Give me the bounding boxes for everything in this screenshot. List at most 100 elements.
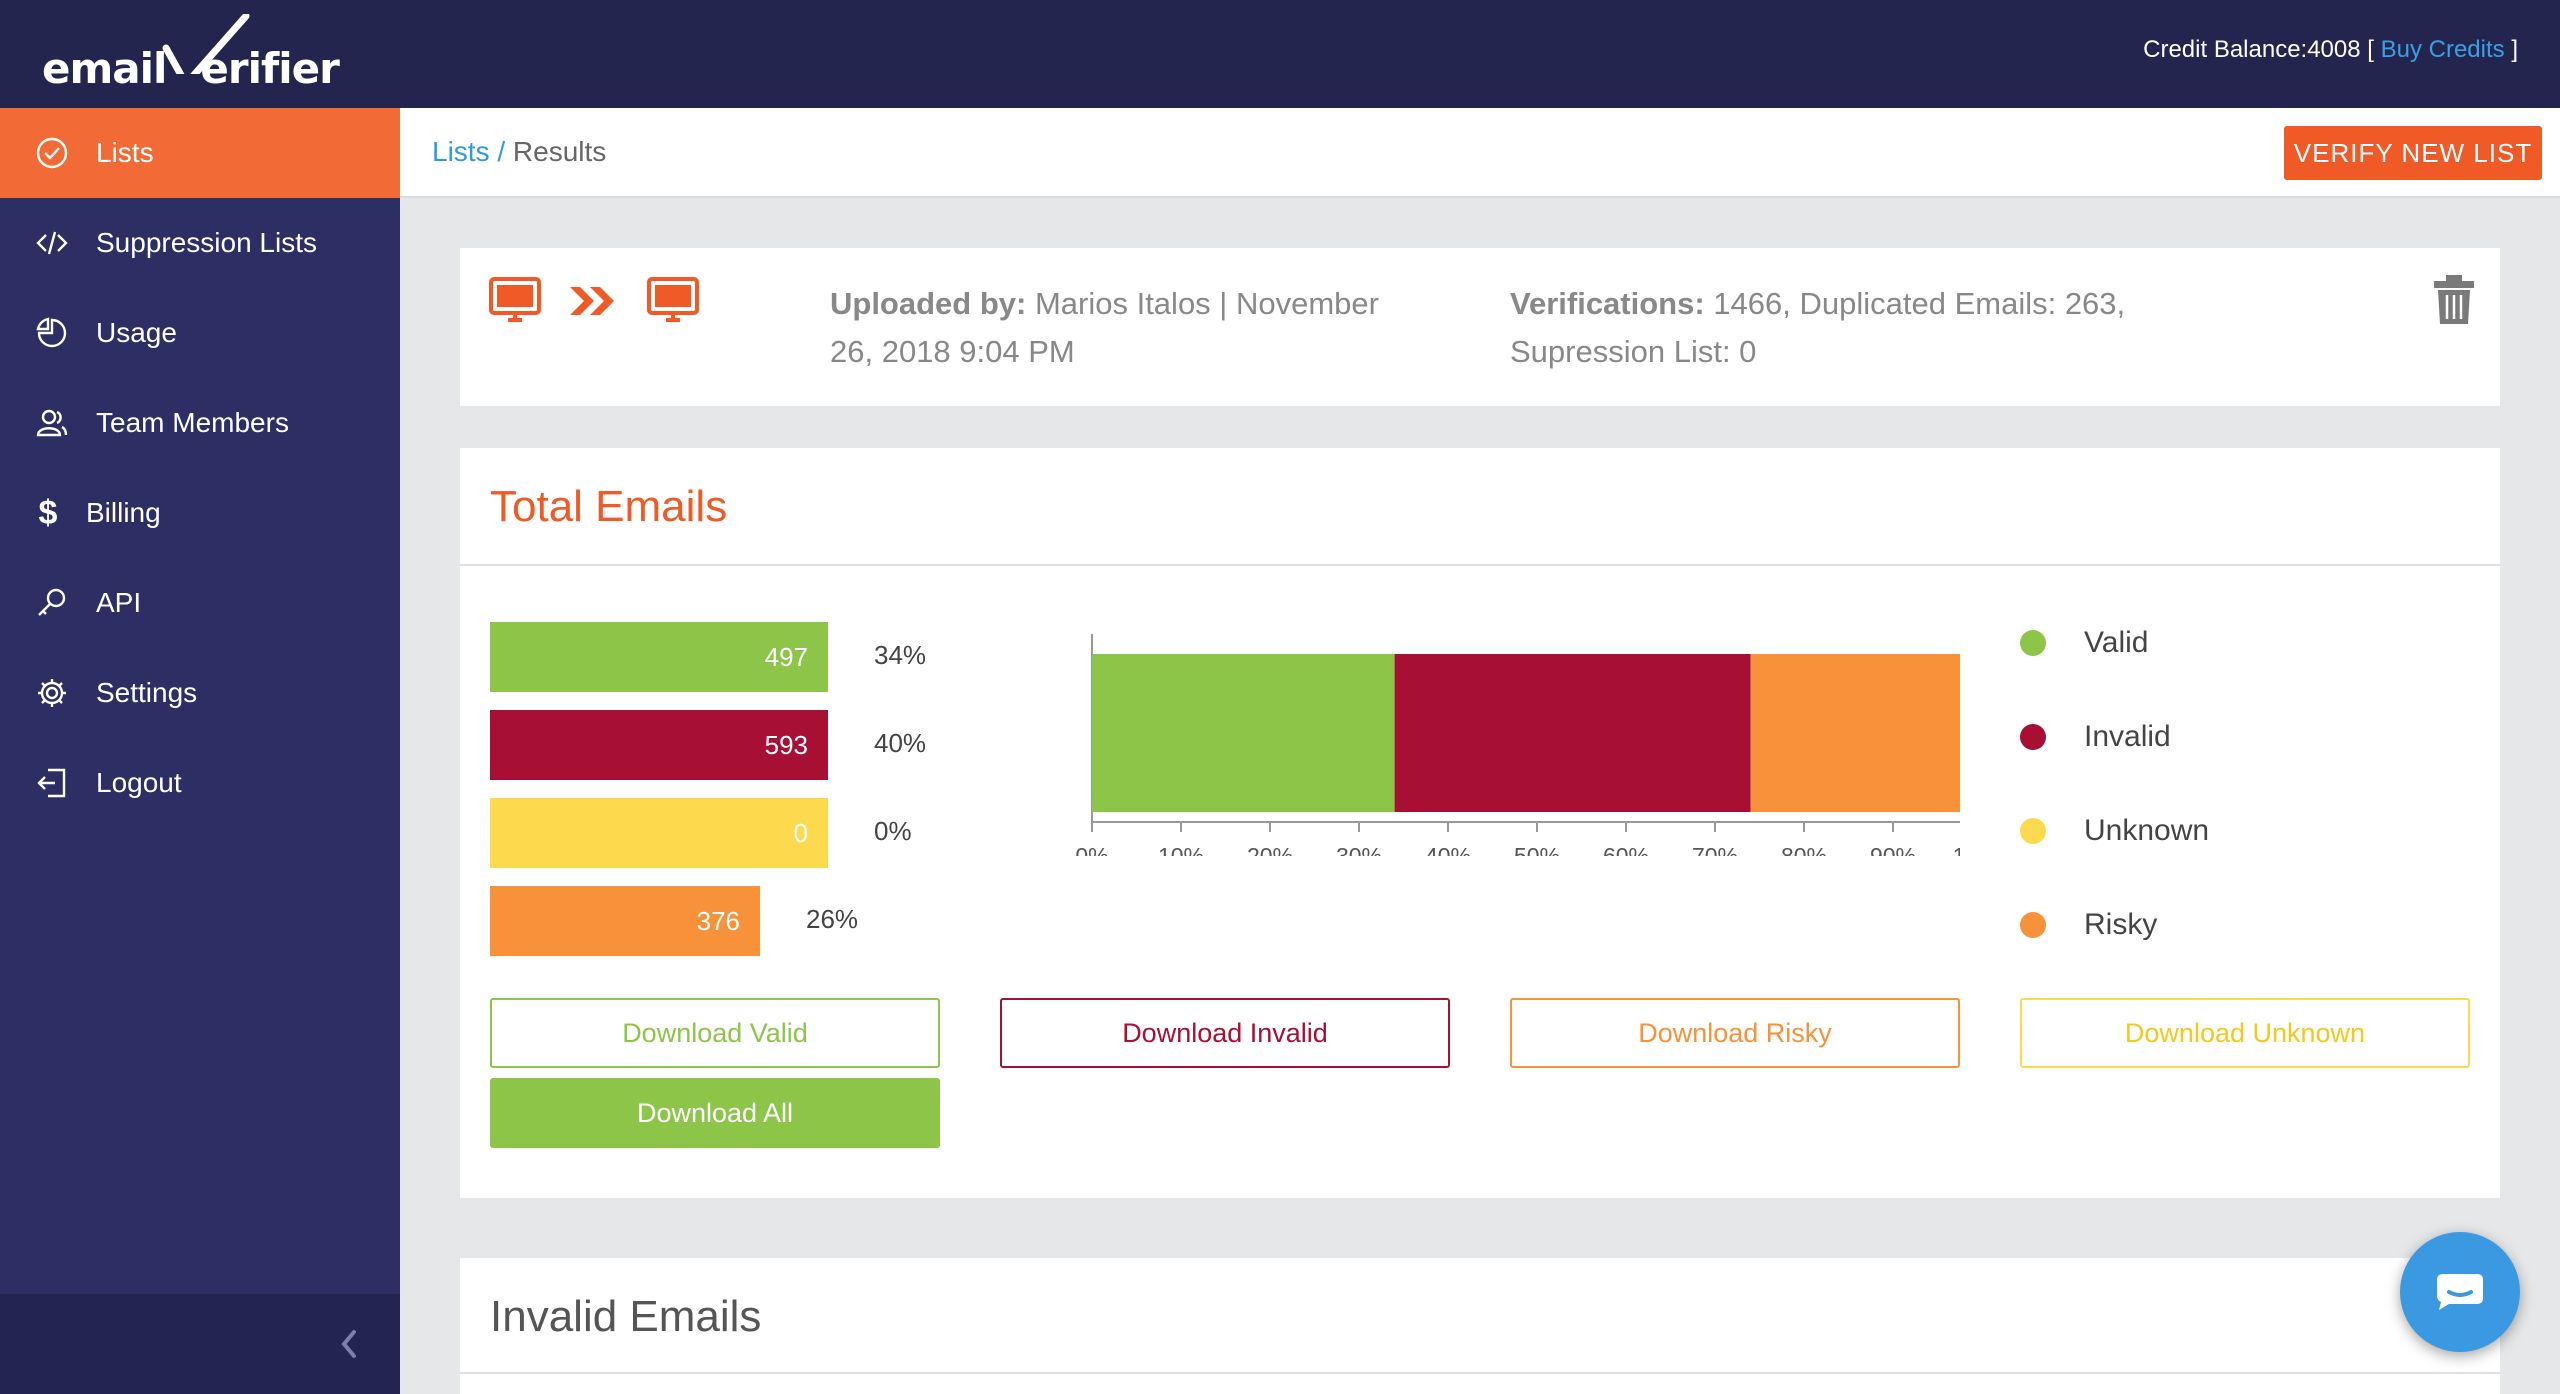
sidebar-item-label: Suppression Lists <box>96 227 318 258</box>
chat-icon <box>2437 1274 2483 1310</box>
divider <box>460 564 2500 566</box>
credit-balance-label: Credit Balance:4008 [ <box>2143 36 2374 63</box>
legend-dot <box>2020 818 2046 844</box>
legend-label: Invalid <box>2084 720 2171 753</box>
sidebar: Lists Suppression Lists Usage Team Membe… <box>0 108 400 1394</box>
risky-count: 376 <box>696 905 740 936</box>
stacked-bar-chart: 0% 10% 20% 30% 40% 50% 60% 70% 80% 90% 100% <box>1075 634 1960 856</box>
x-tick-label: 90% <box>1870 843 1916 856</box>
monitor-icon <box>647 277 699 322</box>
verifications-label: Verifications: <box>1510 286 1705 321</box>
sidebar-footer <box>0 1294 400 1394</box>
trash-icon[interactable] <box>2432 274 2476 326</box>
legend-unknown: Unknown <box>2020 814 2209 848</box>
users-icon <box>34 405 70 441</box>
sidebar-item-label: Settings <box>96 677 198 708</box>
total-emails-title: Total Emails <box>490 482 728 531</box>
upload-flow <box>488 276 700 326</box>
legend-label: Risky <box>2084 908 2158 941</box>
bar-segment-invalid <box>1394 654 1751 812</box>
unknown-count: 0 <box>793 817 808 848</box>
risky-percent: 26% <box>806 904 859 934</box>
bar-segment-risky <box>1750 654 1960 812</box>
legend-label: Unknown <box>2084 814 2210 847</box>
download-valid-button[interactable]: Download Valid <box>490 998 940 1068</box>
breadcrumb-lists-link[interactable]: Lists <box>432 136 490 167</box>
invalid-emails-title: Invalid Emails <box>490 1292 762 1341</box>
download-invalid-button[interactable]: Download Invalid <box>1000 998 1450 1068</box>
double-chevron-right-icon <box>570 287 614 315</box>
uploaded-by-label: Uploaded by: <box>830 286 1027 321</box>
x-tick-label: 10% <box>1158 843 1204 856</box>
download-unknown-button[interactable]: Download Unknown <box>2020 998 2470 1068</box>
breadcrumb-separator: / <box>489 136 513 167</box>
key-icon <box>34 585 70 621</box>
x-tick-label: 20% <box>1247 843 1293 856</box>
breadcrumb: Lists / Results <box>432 136 606 168</box>
sidebar-item-label: API <box>96 587 142 618</box>
x-tick-label: 60% <box>1603 843 1649 856</box>
pie-chart-icon <box>34 315 70 351</box>
sidebar-item-label: Billing <box>86 497 161 528</box>
invalid-emails-card: Invalid Emails <box>460 1258 2500 1394</box>
check-circle-icon <box>34 135 70 171</box>
x-tick-label: 70% <box>1692 843 1738 856</box>
sidebar-item-label: Team Members <box>96 407 289 438</box>
sidebar-item-suppression-lists[interactable]: Suppression Lists <box>0 198 400 288</box>
buy-credits-link[interactable]: Buy Credits <box>2380 36 2505 63</box>
risky-count-bar: 376 <box>490 886 760 956</box>
download-all-button[interactable]: Download All <box>490 1078 940 1148</box>
x-tick-label: 30% <box>1336 843 1382 856</box>
sidebar-item-settings[interactable]: Settings <box>0 648 400 738</box>
valid-percent: 34% <box>874 640 927 670</box>
credit-close: ] <box>2504 36 2518 63</box>
breadcrumb-current: Results <box>512 136 607 167</box>
verify-new-list-button[interactable]: VERIFY NEW LIST <box>2284 126 2542 180</box>
legend-risky: Risky <box>2020 908 2157 942</box>
sidebar-item-billing[interactable]: $ Billing <box>0 468 400 558</box>
unknown-percent: 0% <box>874 816 912 846</box>
legend-dot <box>2020 912 2046 938</box>
invalid-percent: 40% <box>874 728 927 758</box>
divider <box>460 1372 2500 1374</box>
total-emails-card: Total Emails 497 34% 593 40% 0 0% 376 26… <box>460 448 2500 1198</box>
credit-balance: Credit Balance:4008 [ Buy Credits ] <box>2143 36 2518 64</box>
x-tick-label: 0% <box>1075 843 1108 856</box>
valid-count-bar: 497 <box>490 622 828 692</box>
sidebar-item-api[interactable]: API <box>0 558 400 648</box>
invalid-count-bar: 593 <box>490 710 828 780</box>
sidebar-item-label: Usage <box>96 317 177 348</box>
sidebar-item-lists[interactable]: Lists <box>0 108 400 198</box>
legend-valid: Valid <box>2020 626 2148 660</box>
legend-dot <box>2020 630 2046 656</box>
verifications-text: Verifications: 1466, Duplicated Emails: … <box>1510 280 2150 376</box>
logo[interactable]: email erifier <box>40 14 340 100</box>
legend-label: Valid <box>2084 626 2149 659</box>
x-tick-label: 50% <box>1514 843 1560 856</box>
x-tick-label: 80% <box>1781 843 1827 856</box>
x-tick-label: 100% <box>1953 843 1960 856</box>
bar-segment-valid <box>1092 654 1395 812</box>
logout-icon <box>34 765 70 801</box>
top-bar: email erifier Credit Balance:4008 [ Buy C… <box>0 0 2560 108</box>
chevron-left-icon[interactable] <box>334 1324 364 1364</box>
unknown-count-bar: 0 <box>490 798 828 868</box>
breadcrumb-bar: Lists / Results VERIFY NEW LIST <box>400 108 2560 198</box>
sidebar-item-label: Lists <box>96 137 154 168</box>
verifications-value: 1466, Duplicated Emails: 263, Supression… <box>1510 286 2126 369</box>
monitor-icon <box>489 277 541 322</box>
valid-count: 497 <box>764 641 808 672</box>
sidebar-item-logout[interactable]: Logout <box>0 738 400 828</box>
chat-button[interactable] <box>2400 1232 2520 1352</box>
download-risky-button[interactable]: Download Risky <box>1510 998 1960 1068</box>
sidebar-item-label: Logout <box>96 767 182 798</box>
logo-check-icon <box>162 14 250 74</box>
x-tick-label: 40% <box>1425 843 1471 856</box>
upload-info-card: Uploaded by: Marios Italos | November 26… <box>460 248 2500 406</box>
sidebar-item-team-members[interactable]: Team Members <box>0 378 400 468</box>
sidebar-item-usage[interactable]: Usage <box>0 288 400 378</box>
invalid-count: 593 <box>764 729 808 760</box>
legend-invalid: Invalid <box>2020 720 2171 754</box>
logo-text: email erifier <box>42 44 340 93</box>
uploaded-by-text: Uploaded by: Marios Italos | November 26… <box>830 280 1430 376</box>
